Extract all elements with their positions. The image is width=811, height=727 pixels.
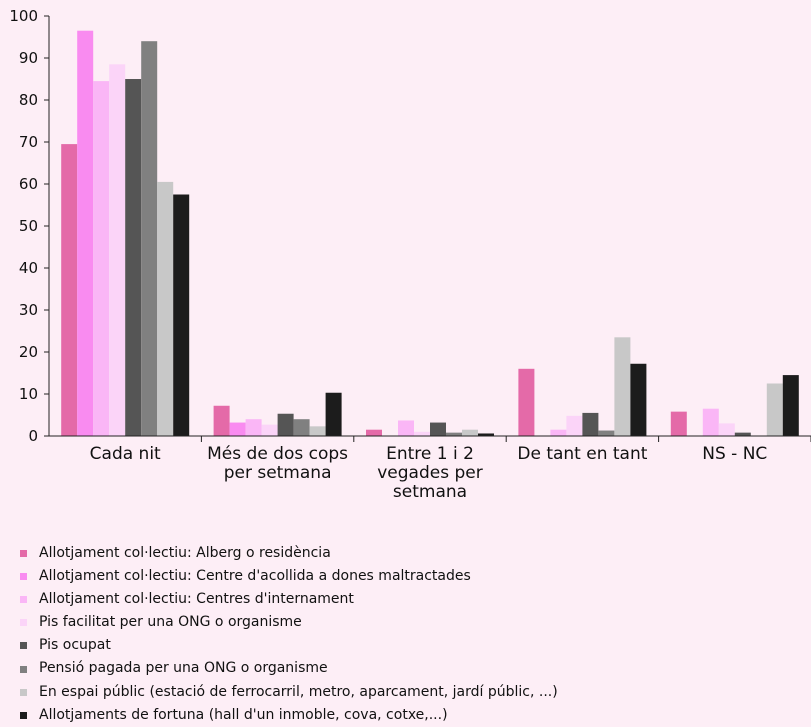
bar — [213, 405, 230, 436]
bar — [446, 432, 462, 436]
legend-swatch — [20, 619, 27, 627]
bar — [173, 194, 190, 436]
legend-label: Allotjaments de fortuna (hall d'un inmob… — [39, 706, 448, 723]
y-tick-label: 80 — [19, 91, 38, 109]
bar — [93, 81, 110, 436]
bar — [414, 431, 430, 436]
legend-item: Allotjament col·lectiu: Centres d'intern… — [20, 588, 558, 611]
legend-item: Allotjaments de fortuna (hall d'un inmob… — [20, 704, 558, 727]
y-tick-label: 20 — [19, 343, 38, 361]
y-tick-label: 10 — [19, 385, 38, 403]
x-category-label: Més de dos cops per setmana — [207, 444, 348, 483]
y-tick-label: 60 — [19, 175, 38, 193]
bar — [718, 423, 735, 436]
bar — [550, 429, 567, 436]
bar — [309, 426, 326, 436]
bar — [614, 337, 631, 436]
y-axis: 0 10 20 30 40 50 60 70 80 90 100 — [9, 7, 50, 445]
y-tick-label: 50 — [19, 217, 38, 235]
y-tick-label: 100 — [9, 7, 38, 25]
bar — [518, 368, 535, 436]
legend-label: Pis facilitat per una ONG o organisme — [39, 614, 302, 631]
x-category-label: Entre 1 i 2 vegades per setmana — [377, 444, 482, 502]
legend: Allotjament col·lectiu: Alberg o residèn… — [20, 542, 558, 727]
bar — [261, 424, 278, 436]
bar — [293, 419, 310, 436]
bar — [670, 411, 687, 436]
bar — [462, 429, 478, 436]
y-tick-label: 0 — [28, 427, 38, 445]
bar — [766, 383, 783, 436]
legend-swatch — [20, 665, 27, 673]
bar — [277, 413, 294, 436]
x-category-label: De tant en tant — [517, 444, 647, 464]
bar-chart: 0 10 20 30 40 50 60 70 80 90 100 Cada nit Més de do… — [9, 7, 811, 502]
x-axis: Cada nit Més de dos cops per setmana Entre … — [49, 435, 811, 502]
bars — [61, 30, 799, 437]
bar — [325, 392, 342, 436]
x-category-label: Cada nit — [90, 444, 161, 464]
bar — [229, 422, 246, 436]
legend-swatch — [20, 642, 27, 650]
legend-swatch — [20, 596, 27, 604]
bar — [478, 433, 494, 436]
bar — [141, 41, 158, 436]
bar — [61, 144, 78, 436]
legend-label: Allotjament col·lectiu: Centres d'intern… — [39, 591, 354, 608]
bar — [77, 30, 94, 436]
bar — [245, 419, 262, 436]
legend-swatch — [20, 688, 27, 696]
bar — [366, 429, 382, 436]
legend-label: Pensió pagada per una ONG o organisme — [39, 660, 328, 677]
legend-label: Allotjament col·lectiu: Alberg o residèn… — [39, 545, 331, 561]
y-tick-label: 30 — [19, 301, 38, 319]
bar — [582, 412, 599, 436]
bar — [782, 375, 799, 436]
bar — [566, 415, 583, 436]
y-tick-label: 40 — [19, 259, 38, 277]
bar — [598, 430, 615, 436]
bar — [157, 181, 174, 436]
legend-item: Pis ocupat — [20, 634, 558, 657]
bar — [125, 79, 142, 436]
legend-label: Allotjament col·lectiu: Centre d'acollid… — [39, 568, 471, 585]
bar — [734, 432, 751, 436]
legend-swatch — [20, 573, 27, 581]
legend-item: Pensió pagada per una ONG o organisme — [20, 657, 558, 680]
legend-item: Pis facilitat per una ONG o organisme — [20, 611, 558, 634]
legend-item: Allotjament col·lectiu: Centre d'acollid… — [20, 565, 558, 588]
legend-swatch — [20, 550, 27, 558]
bar — [109, 64, 126, 437]
legend-label: En espai públic (estació de ferrocarril,… — [39, 683, 558, 700]
legend-swatch — [20, 711, 27, 719]
legend-item: En espai públic (estació de ferrocarril,… — [20, 681, 558, 704]
legend-label: Pis ocupat — [39, 637, 111, 654]
x-category-label: NS - NC — [702, 444, 767, 464]
legend-item: Allotjament col·lectiu: Alberg o residèn… — [20, 542, 558, 565]
y-tick-label: 70 — [19, 133, 38, 151]
bar — [630, 363, 647, 436]
bar — [702, 408, 719, 436]
y-tick-label: 90 — [19, 49, 38, 67]
bar — [430, 422, 446, 436]
bar — [398, 420, 414, 436]
